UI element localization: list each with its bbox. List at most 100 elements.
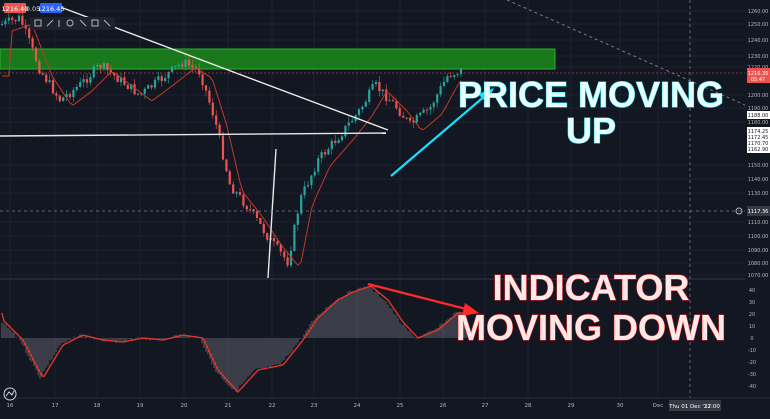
indicator-tick-label: -40 — [748, 384, 756, 390]
current-countdown: 05:47 — [751, 77, 765, 83]
candle-body — [456, 74, 459, 76]
candle-body — [293, 224, 296, 251]
candle-body — [140, 93, 143, 95]
lock-tool-icon[interactable] — [91, 19, 99, 27]
cyan-arrow-line — [390, 94, 487, 177]
shape-tool-icon[interactable] — [66, 19, 74, 27]
candle-body — [337, 140, 340, 143]
candle-body — [150, 85, 153, 88]
indicator-tick-label: 40 — [749, 288, 755, 294]
candle-body — [157, 76, 160, 80]
price-tick-label: 1180.00 — [748, 120, 769, 126]
candle-body — [153, 79, 157, 88]
candle-body — [395, 101, 398, 109]
candle-body — [106, 63, 109, 70]
candle-body — [340, 136, 344, 141]
indicator-axis-ticks: 40 30 20 10 0 -10 -20 -30 -40 — [748, 288, 756, 390]
candle-body — [109, 69, 112, 73]
candle-body — [123, 77, 126, 85]
candle-body — [58, 95, 61, 102]
candle-body — [221, 135, 225, 160]
time-tick-label: 22 — [269, 403, 276, 409]
trendline-tool-icon[interactable] — [46, 19, 54, 27]
price-tick-label: 1150.00 — [748, 163, 769, 169]
time-axis-ticks: 16 17 18 19 20 21 22 23 24 25 26 27 28 29 30 Dec — [7, 403, 664, 409]
delete-tool-icon[interactable] — [103, 19, 111, 27]
annotation-indicator-line2: MOVING DOWN — [456, 307, 726, 348]
candle-body — [228, 171, 231, 185]
candle-body — [225, 159, 228, 172]
candle-body — [422, 109, 425, 113]
candle-body — [7, 17, 10, 21]
candle-body — [429, 106, 432, 110]
price-candles — [0, 11, 463, 268]
candle-body — [201, 74, 204, 86]
candle-body — [266, 233, 269, 240]
candle-body — [235, 192, 238, 194]
candle-body — [453, 75, 456, 77]
price-legend[interactable]: 1216.40 0.05 1216.45 — [2, 3, 65, 13]
price-tick-label: 1140.00 — [748, 177, 769, 183]
price-tick-label: 1260.00 — [748, 9, 769, 15]
horizontal-support-line[interactable] — [0, 132, 387, 137]
time-tick-label: 20 — [181, 403, 188, 409]
candle-body — [286, 257, 289, 266]
candle-body — [130, 84, 133, 90]
vertical-drop-line[interactable] — [267, 148, 277, 279]
candle-body — [17, 15, 21, 22]
settings-gear-icon[interactable] — [735, 207, 743, 215]
tradingview-logo-icon[interactable] — [3, 387, 17, 401]
annotation-price-line2: UP — [566, 110, 616, 151]
indicator-tick-label: 10 — [749, 324, 755, 330]
candle-body — [208, 90, 211, 103]
current-price: 1216.35 — [748, 71, 769, 77]
candle-body — [303, 186, 306, 196]
candle-body — [72, 89, 75, 98]
candle-body — [14, 19, 17, 22]
time-tick-label: 21 — [225, 403, 232, 409]
price-tick-label: 1080.00 — [748, 261, 769, 267]
candle-body — [116, 75, 119, 83]
time-tick-label: 17 — [52, 403, 59, 409]
candle-body — [194, 67, 197, 69]
time-tick-label: 19 — [137, 403, 144, 409]
level-mark-4: 1170.70 — [748, 141, 769, 147]
candle-body — [99, 64, 102, 68]
candle-body — [425, 109, 429, 111]
candle-body — [215, 115, 218, 125]
time-tick-label: 30 — [617, 403, 624, 409]
candle-body — [34, 47, 38, 62]
candle-body — [198, 68, 201, 75]
candle-body — [136, 93, 140, 95]
candle-body — [436, 94, 439, 103]
candle-body — [351, 120, 354, 123]
buy-price-box[interactable] — [40, 3, 62, 13]
time-axis-panel[interactable] — [0, 398, 770, 415]
brush-icon[interactable] — [34, 19, 42, 27]
candle-body — [357, 109, 361, 116]
candle-body — [38, 61, 41, 74]
candle-body — [4, 20, 7, 25]
indicator-tick-label: 30 — [749, 300, 755, 306]
resistance-zone[interactable] — [0, 48, 556, 70]
candle-body — [262, 223, 265, 234]
sell-price-box[interactable] — [4, 3, 26, 13]
dashed-projection-line[interactable] — [506, 0, 746, 106]
candle-body — [147, 85, 150, 89]
candle-body — [143, 88, 146, 94]
candle-body — [21, 15, 24, 25]
indicator-signal-line — [1, 285, 466, 394]
candle-body — [439, 86, 442, 95]
candle-body — [177, 64, 180, 66]
measure-tool-icon[interactable] — [79, 19, 87, 27]
candle-body — [238, 192, 242, 195]
candle-body — [126, 84, 129, 90]
candle-body — [371, 84, 374, 90]
candle-body — [323, 152, 327, 155]
candle-body — [55, 93, 58, 96]
candle-body — [344, 125, 347, 137]
candle-body — [211, 102, 214, 116]
drawing-toolbar-icons[interactable] — [30, 17, 115, 30]
candle-body — [320, 152, 323, 159]
